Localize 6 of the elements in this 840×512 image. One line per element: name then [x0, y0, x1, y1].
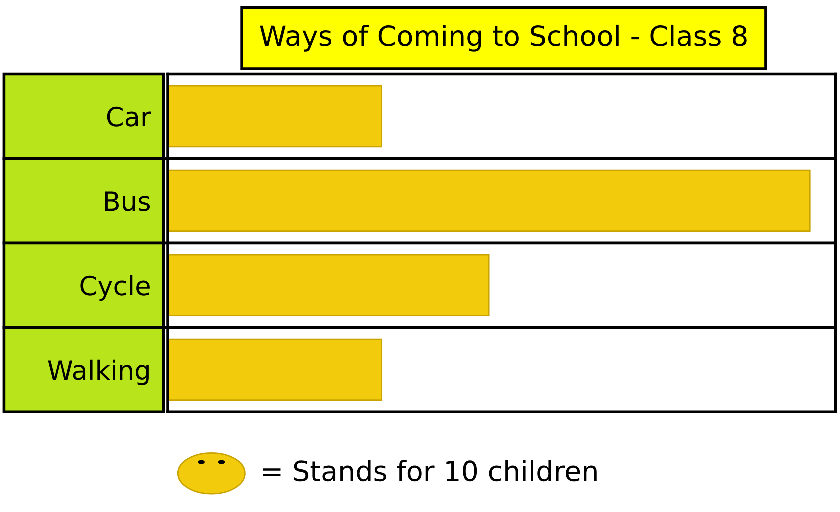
y-tick-label: Walking — [48, 360, 149, 386]
y-tick-label: Car — [107, 106, 152, 127]
y-tick-label: Bus — [105, 192, 150, 212]
y-tick-label: Cycle — [80, 275, 150, 301]
chart-title: Ways of Coming to School - Class 8 — [260, 24, 747, 52]
text: = Stands for 10 children — [263, 460, 597, 482]
